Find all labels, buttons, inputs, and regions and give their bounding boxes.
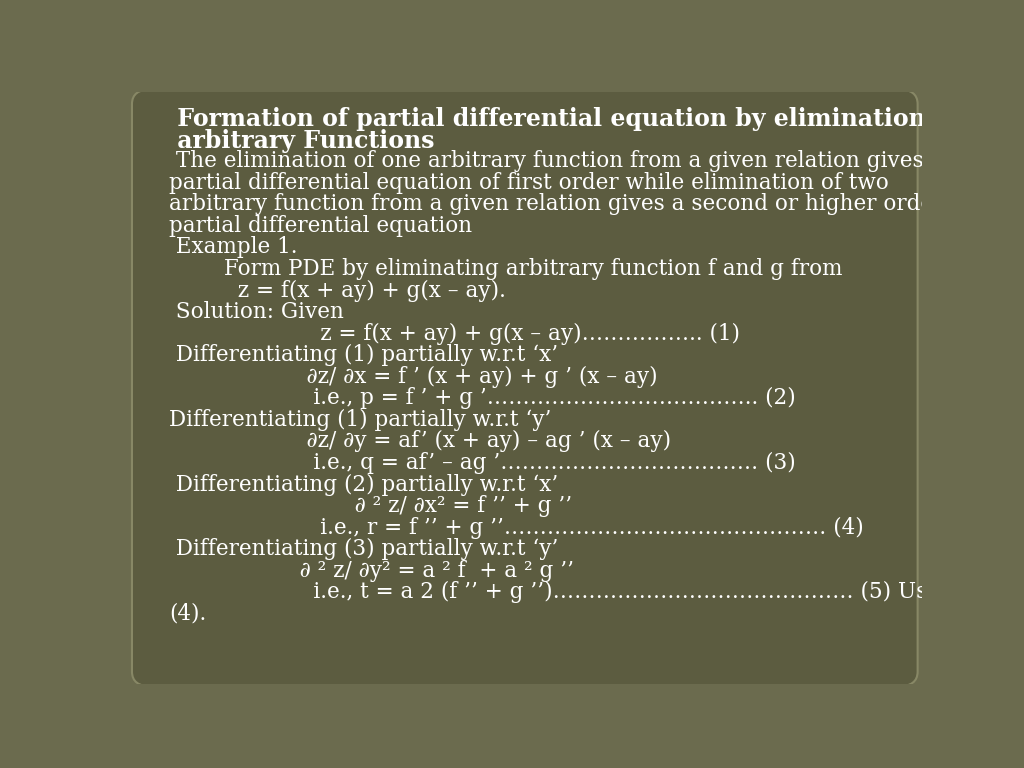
Text: z = f(x + ay) + g(x – ay)…………….. (1): z = f(x + ay) + g(x – ay)…………….. (1)	[169, 323, 740, 345]
Text: i.e., r = f ’’ + g ’’……………………………………… (4): i.e., r = f ’’ + g ’’……………………………………… (4)	[169, 517, 864, 538]
Text: Differentiating (3) partially w.r.t ‘y’: Differentiating (3) partially w.r.t ‘y’	[169, 538, 559, 560]
Text: partial differential equation of first order while elimination of two: partial differential equation of first o…	[169, 171, 889, 194]
Text: i.e., p = f ’ + g ’……………………………….. (2): i.e., p = f ’ + g ’……………………………….. (2)	[169, 387, 796, 409]
Text: z = f(x + ay) + g(x – ay).: z = f(x + ay) + g(x – ay).	[169, 280, 506, 302]
Text: arbitrary function from a given relation gives a second or higher order: arbitrary function from a given relation…	[169, 194, 944, 215]
Text: i.e., t = a 2 (f ’’ + g ’’)…………………………………… (5) Using: i.e., t = a 2 (f ’’ + g ’’)……………………………………	[169, 581, 963, 604]
Text: ∂z/ ∂x = f ’ (x + ay) + g ’ (x – ay): ∂z/ ∂x = f ’ (x + ay) + g ’ (x – ay)	[169, 366, 657, 388]
FancyBboxPatch shape	[132, 89, 918, 687]
Text: ∂ ² z/ ∂y² = a ² f  + a ² g ’’: ∂ ² z/ ∂y² = a ² f + a ² g ’’	[169, 560, 574, 581]
Text: ∂ ² z/ ∂x² = f ’’ + g ’’: ∂ ² z/ ∂x² = f ’’ + g ’’	[169, 495, 572, 517]
Text: Form PDE by eliminating arbitrary function f and g from: Form PDE by eliminating arbitrary functi…	[169, 258, 843, 280]
Text: Differentiating (1) partially w.r.t ‘y’: Differentiating (1) partially w.r.t ‘y’	[169, 409, 552, 431]
Text: arbitrary Functions: arbitrary Functions	[169, 128, 435, 153]
Text: Formation of partial differential equation by elimination of: Formation of partial differential equati…	[169, 107, 961, 131]
Text: ∂z/ ∂y = af’ (x + ay) – ag ’ (x – ay): ∂z/ ∂y = af’ (x + ay) – ag ’ (x – ay)	[169, 430, 672, 452]
Text: Solution: Given: Solution: Given	[169, 301, 344, 323]
Text: i.e., q = af’ – ag ’……………………………… (3): i.e., q = af’ – ag ’……………………………… (3)	[169, 452, 796, 474]
Text: Differentiating (1) partially w.r.t ‘x’: Differentiating (1) partially w.r.t ‘x’	[169, 344, 558, 366]
Text: The elimination of one arbitrary function from a given relation gives a: The elimination of one arbitrary functio…	[169, 150, 944, 172]
Text: partial differential equation: partial differential equation	[169, 215, 472, 237]
Text: Differentiating (2) partially w.r.t ‘x’: Differentiating (2) partially w.r.t ‘x’	[169, 473, 558, 495]
Text: Example 1.: Example 1.	[169, 237, 298, 258]
Text: (4).: (4).	[169, 603, 207, 625]
